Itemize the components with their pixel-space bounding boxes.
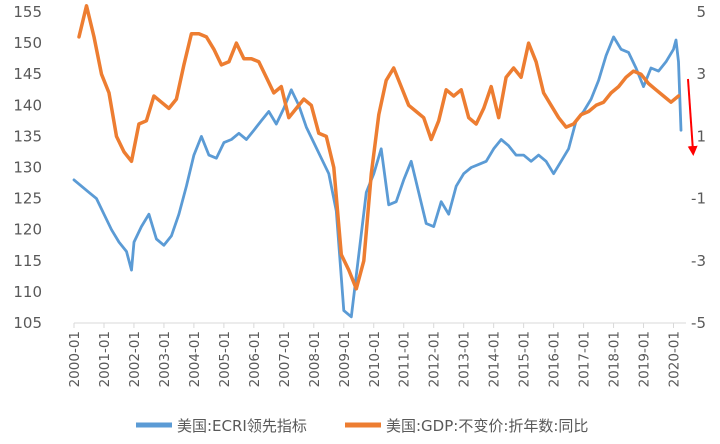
x-tick-label: 2009-01 [337, 331, 353, 387]
annotation-layer [687, 78, 698, 156]
x-tick-label: 2006-01 [247, 331, 263, 387]
left-tick-label: 130 [13, 159, 42, 177]
right-tick-label: 5 [696, 3, 706, 21]
x-tick-label: 2017-01 [577, 331, 593, 387]
x-tick-label: 2001-01 [97, 331, 113, 387]
x-tick-label: 2003-01 [157, 331, 173, 387]
x-tick-label: 2010-01 [367, 331, 383, 387]
legend-label-gdp: 美国:GDP:不变价:折年数:同比 [386, 417, 588, 435]
left-tick-label: 135 [13, 127, 42, 145]
left-tick-label: 140 [13, 96, 42, 114]
right-y-axis: -5 -3 -1 1 3 5 [691, 3, 706, 332]
left-tick-label: 110 [13, 283, 42, 301]
series-layer [72, 4, 683, 319]
x-axis: 2000-01 2001-01 2002-01 2003-01 2004-01 2005-… [67, 323, 683, 387]
x-tick-label: 2002-01 [127, 331, 143, 387]
left-tick-label: 115 [13, 252, 42, 270]
left-tick-label: 155 [13, 3, 42, 21]
left-tick-label: 145 [13, 65, 42, 83]
legend: 美国:ECRI领先指标 美国:GDP:不变价:折年数:同比 [136, 417, 588, 435]
legend-label-ecri: 美国:ECRI领先指标 [177, 417, 307, 435]
right-tick-label: 1 [696, 127, 706, 145]
x-tick-label: 2004-01 [187, 331, 203, 387]
x-tick-label: 2008-01 [307, 331, 323, 387]
x-tick-label: 2011-01 [397, 331, 413, 387]
x-tick-label: 2020-01 [667, 331, 683, 387]
x-tick-label: 2005-01 [217, 331, 233, 387]
right-tick-label: 3 [696, 65, 706, 83]
x-tick-label: 2016-01 [547, 331, 563, 387]
red-down-arrow [687, 78, 698, 156]
x-tick-label: 2007-01 [277, 331, 293, 387]
left-tick-label: 120 [13, 221, 42, 239]
left-y-axis: 105 110 115 120 125 130 135 140 145 150 155 [13, 3, 42, 332]
left-tick-label: 105 [13, 314, 42, 332]
x-tick-label: 2012-01 [427, 331, 443, 387]
x-tick-label: 2014-01 [487, 331, 503, 387]
x-tick-label: 2000-01 [67, 331, 83, 387]
series-line-gdp [77, 4, 681, 291]
right-tick-label: -1 [691, 190, 706, 208]
left-tick-label: 125 [13, 190, 42, 208]
x-tick-label: 2019-01 [637, 331, 653, 387]
right-tick-label: -5 [691, 314, 706, 332]
x-tick-label: 2015-01 [517, 331, 533, 387]
series-line-ecri [72, 35, 683, 319]
left-tick-label: 150 [13, 34, 42, 52]
x-tick-label: 2018-01 [607, 331, 623, 387]
right-tick-label: -3 [691, 252, 706, 270]
x-tick-label: 2013-01 [457, 331, 473, 387]
